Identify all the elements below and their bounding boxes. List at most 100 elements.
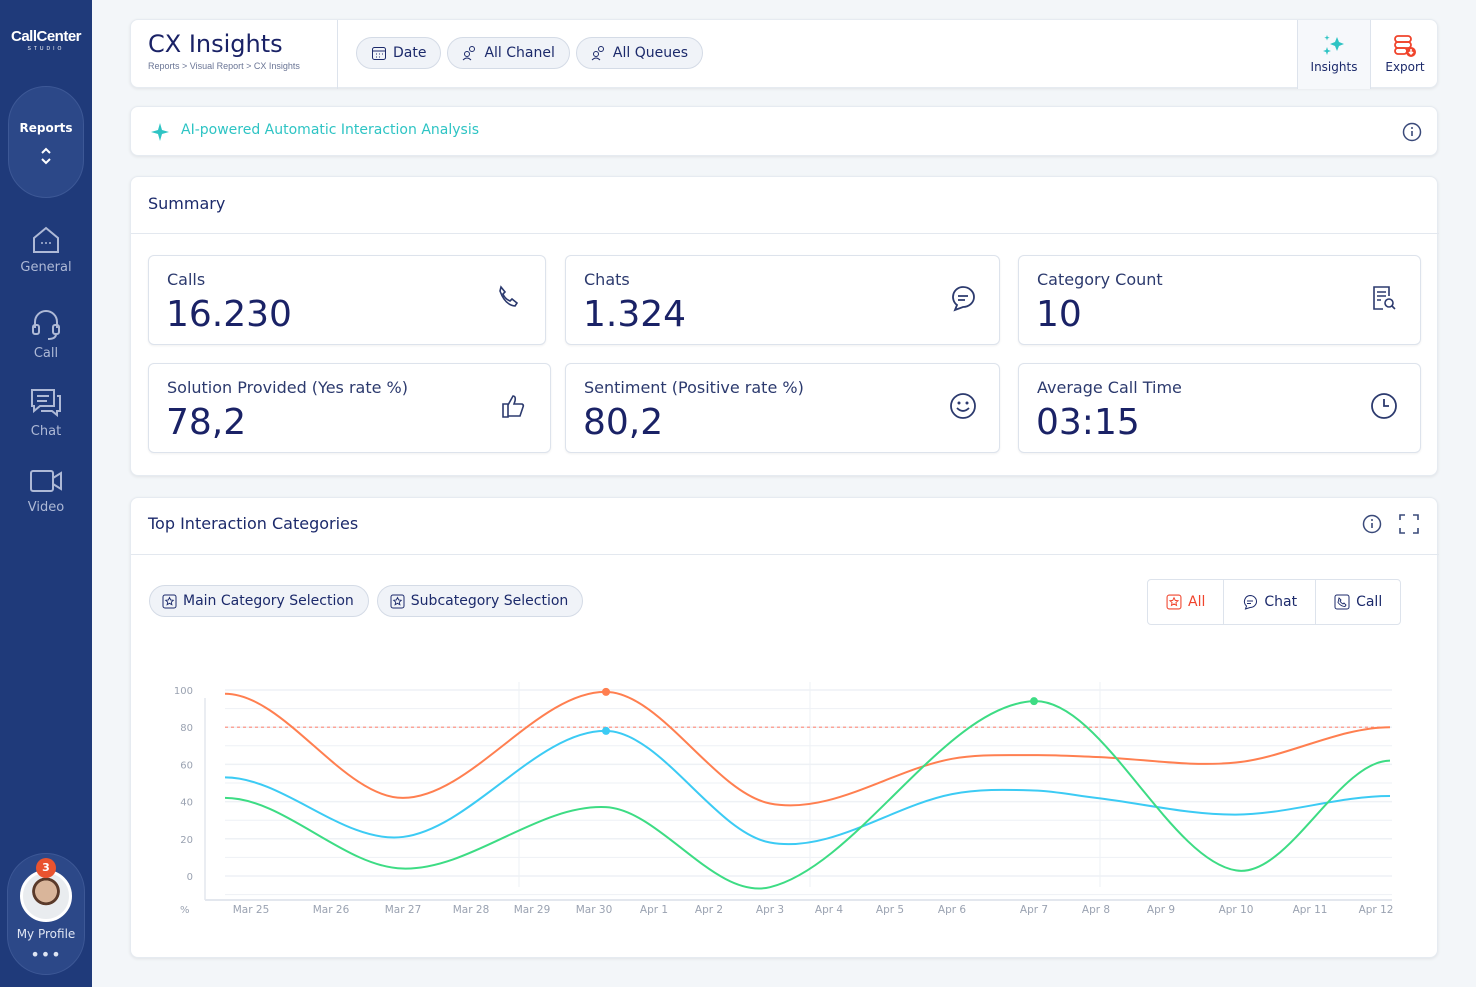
calendar-icon — [372, 47, 386, 60]
home-icon — [33, 226, 59, 253]
toggle-chat[interactable]: Chat — [1224, 580, 1317, 624]
stat-card: Sentiment (Positive rate %) 80,2 — [565, 363, 1000, 453]
main-category-selection[interactable]: Main Category Selection — [149, 585, 369, 617]
info-icon[interactable] — [1362, 514, 1382, 534]
stat-card: Category Count 10 — [1018, 255, 1421, 345]
series-line — [224, 700, 1391, 890]
my-profile[interactable]: 3 My Profile ••• — [7, 853, 85, 975]
sidebar-item-call[interactable]: Call — [0, 308, 92, 361]
stat-label: Category Count — [1037, 270, 1163, 289]
x-tick-label: Mar 26 — [313, 904, 350, 916]
x-tick-label: Apr 5 — [876, 904, 904, 916]
avatar — [20, 870, 72, 922]
star-box-icon — [390, 594, 405, 608]
series-marker[interactable] — [602, 687, 610, 696]
stat-label: Average Call Time — [1037, 378, 1182, 397]
chevron-up-down-icon — [41, 147, 51, 165]
x-tick-label: Apr 4 — [815, 904, 844, 916]
x-tick-label: Apr 2 — [695, 904, 723, 916]
x-tick-label: Apr 1 — [640, 904, 668, 916]
date-filter[interactable]: Date — [356, 37, 442, 69]
headset-icon — [32, 310, 60, 340]
stat-card: Solution Provided (Yes rate %) 78,2 — [148, 363, 551, 453]
x-tick-label: Apr 7 — [1020, 904, 1048, 916]
info-icon[interactable] — [1402, 122, 1422, 142]
star-box-icon — [162, 594, 177, 608]
x-tick-label: Apr 12 — [1359, 904, 1394, 916]
stat-value: 78,2 — [166, 402, 247, 443]
stat-value: 80,2 — [583, 402, 664, 443]
stat-label: Chats — [584, 270, 630, 289]
channel-filter[interactable]: All Chanel — [447, 37, 570, 69]
logo: CallCenter STUDIO — [10, 28, 82, 52]
stat-label: Solution Provided (Yes rate %) — [167, 378, 408, 397]
summary-title: Summary — [148, 194, 226, 213]
sparkles-icon — [1323, 35, 1344, 55]
users-icon — [591, 46, 604, 61]
stat-value: 03:15 — [1036, 402, 1140, 443]
stat-value: 16.230 — [166, 294, 292, 335]
stat-card: Calls 16.230 — [148, 255, 546, 345]
more-icon[interactable]: ••• — [30, 945, 62, 964]
stat-value: 1.324 — [583, 294, 687, 335]
y-tick-label: 80 — [180, 723, 193, 734]
stat-card: Chats 1.324 — [565, 255, 1000, 345]
page-title: CX Insights — [148, 30, 283, 58]
stat-label: Calls — [167, 270, 206, 289]
y-tick-label: 100 — [174, 686, 193, 697]
x-tick-label: Mar 25 — [233, 904, 270, 916]
fullscreen-icon[interactable] — [1399, 514, 1419, 534]
categories-title: Top Interaction Categories — [148, 514, 359, 533]
channel-toggle: All Chat Call — [1147, 579, 1402, 625]
sidebar-item-chat[interactable]: Chat — [0, 386, 92, 439]
sidebar-item-general[interactable]: General — [0, 224, 92, 275]
x-tick-label: Mar 29 — [514, 904, 551, 916]
y-tick-label: 0 — [187, 872, 193, 883]
smiley-icon — [950, 393, 976, 419]
chat-icon — [31, 389, 61, 418]
series-line — [224, 690, 1391, 807]
export-database-icon — [1394, 35, 1416, 57]
chat-bubble-icon — [1244, 594, 1258, 610]
insights-button[interactable]: Insights — [1297, 20, 1371, 89]
x-tick-label: Apr 11 — [1293, 904, 1328, 916]
series-line — [224, 729, 1391, 846]
header-bar: CX Insights Reports > Visual Report > CX… — [130, 19, 1439, 89]
x-tick-label: Mar 27 — [385, 904, 422, 916]
breadcrumb[interactable]: Reports > Visual Report > CX Insights — [148, 61, 300, 71]
chat-bubble-icon — [952, 286, 975, 312]
thumbs-up-icon — [502, 395, 525, 418]
line-chart: 100 80 60 40 20 0% Mar 25 Mar 26 Mar 27 Mar 28 Mar… — [174, 682, 1394, 916]
sparkle-icon — [151, 123, 169, 141]
series-marker[interactable] — [1030, 697, 1038, 706]
queues-filter[interactable]: All Queues — [575, 37, 703, 69]
series-marker[interactable] — [602, 726, 610, 735]
y-tick-label: 40 — [180, 798, 193, 809]
toggle-call[interactable]: Call — [1316, 580, 1400, 624]
phone-icon — [1334, 594, 1350, 610]
stat-label: Sentiment (Positive rate %) — [584, 378, 804, 397]
x-tick-label: Apr 10 — [1219, 904, 1254, 916]
star-box-icon — [1166, 594, 1182, 610]
y-tick-label: 20 — [180, 835, 193, 846]
x-tick-label: Mar 28 — [453, 904, 490, 916]
x-tick-label: Apr 3 — [756, 904, 784, 916]
toggle-all[interactable]: All — [1148, 580, 1225, 624]
export-button[interactable]: Export — [1371, 20, 1439, 89]
x-tick-label: Apr 9 — [1147, 904, 1175, 916]
subcategory-selection[interactable]: Subcategory Selection — [376, 585, 584, 617]
reports-switcher[interactable]: Reports — [8, 86, 84, 198]
sidebar: CallCenter STUDIO Reports General Call Ch… — [0, 0, 92, 987]
x-tick-label: Apr 8 — [1082, 904, 1110, 916]
sidebar-item-video[interactable]: Video — [0, 466, 92, 515]
phone-icon — [499, 285, 519, 307]
stat-value: 10 — [1036, 294, 1082, 335]
ai-banner: AI-powered Automatic Interaction Analysi… — [130, 106, 1438, 156]
users-icon — [463, 46, 476, 61]
document-search-icon — [1373, 286, 1396, 310]
y-axis-label: % — [180, 905, 190, 916]
x-tick-label: Apr 6 — [938, 904, 967, 916]
clock-icon — [1371, 393, 1397, 419]
y-tick-label: 60 — [180, 760, 193, 771]
notification-badge: 3 — [36, 858, 56, 878]
